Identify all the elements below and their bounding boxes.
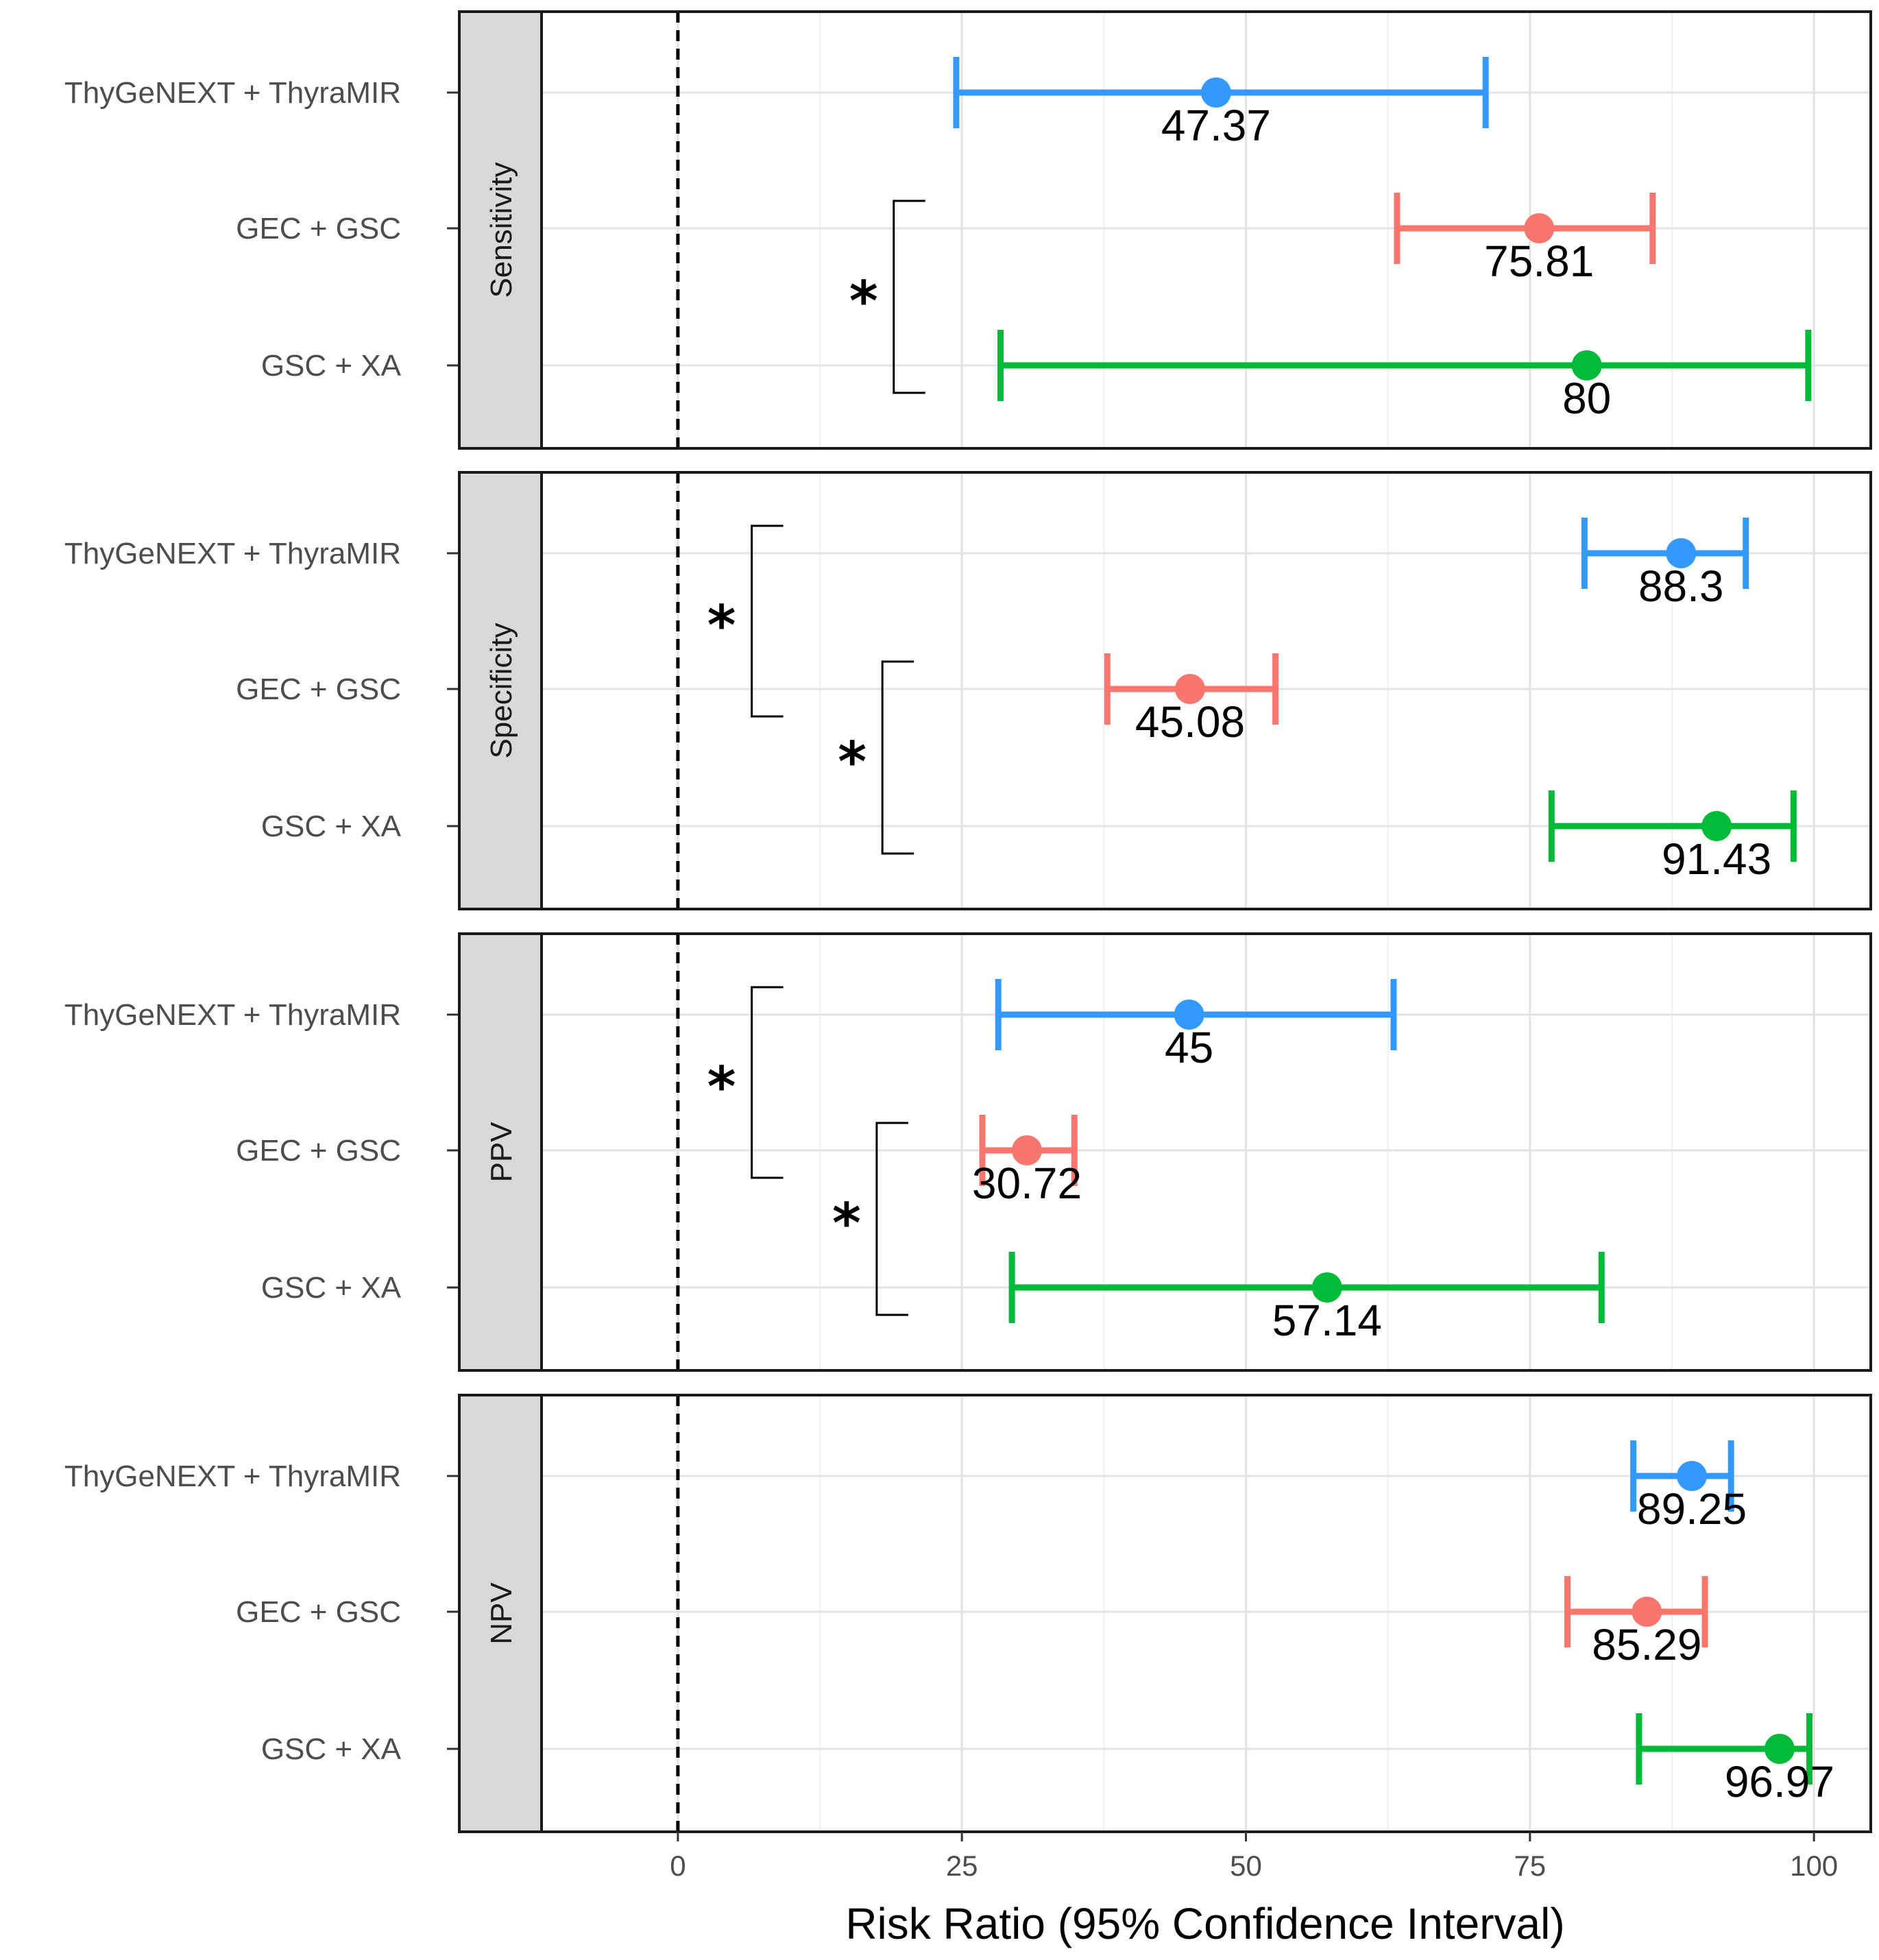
panel-npv: NPV ThyGeNEXT + ThyraMIR 89.25 GEC + GSC 85.… [64,1394,1872,1833]
point-estimate [1632,1597,1662,1627]
significance-marker: * [849,269,878,333]
x-tick-label: 0 [670,1850,686,1882]
point-estimate [1676,1461,1707,1491]
value-label: 47.37 [1161,101,1271,150]
significance-marker: * [838,730,866,794]
category-label: GSC + XA [261,1271,402,1305]
point-estimate [1666,538,1697,568]
category-label: GEC + GSC [236,1595,401,1629]
point-estimate [1764,1734,1795,1764]
value-label: 30.72 [972,1159,1082,1208]
category-label: GEC + GSC [236,673,401,706]
value-label: 91.43 [1662,834,1771,884]
panel-background [459,934,1871,1370]
facet-strip [459,12,542,448]
category-label: GEC + GSC [236,1134,401,1167]
facet-strip [459,934,542,1370]
significance-bracket [751,524,784,718]
value-label: 57.14 [1272,1296,1382,1345]
point-estimate [1174,1000,1204,1030]
value-label: 45.08 [1135,697,1245,747]
point-estimate [1701,811,1732,841]
value-label: 45 [1165,1023,1213,1072]
significance-bracket [875,1122,908,1316]
value-label: 88.3 [1638,561,1724,611]
value-label: 80 [1562,374,1611,423]
category-label: GSC + XA [261,810,402,843]
panel-sensitivity: Sensitivity ThyGeNEXT + ThyraMIR 47.37 GEC … [64,10,1872,450]
facet-strip [459,1395,542,1832]
x-tick-label: 25 [946,1850,978,1882]
value-label: 85.29 [1592,1620,1701,1669]
point-estimate [1174,674,1205,704]
facet-label-ppv: PPV [485,1122,518,1183]
category-label: ThyGeNEXT + ThyraMIR [64,537,401,570]
x-axis: 0 25 50 75 100 [670,1832,1838,1882]
point-estimate [1011,1135,1042,1165]
point-estimate [1311,1272,1342,1303]
category-label: ThyGeNEXT + ThyraMIR [64,1460,401,1493]
category-label: ThyGeNEXT + ThyraMIR [64,998,401,1032]
point-estimate [1571,350,1602,380]
x-axis-title: Risk Ratio (95% Confidence Interval) [845,1899,1564,1948]
panel-border [458,10,1872,450]
panel-border [458,1394,1872,1833]
panel-background [459,12,1871,448]
panels: Sensitivity ThyGeNEXT + ThyraMIR 47.37 GEC … [64,10,1872,1833]
significance-bracket [893,199,925,394]
significance-marker: * [707,1055,736,1119]
significance-bracket [881,660,914,855]
panel-border [458,471,1872,910]
category-label: GSC + XA [261,1732,402,1766]
significance-marker: * [832,1191,861,1255]
x-tick-label: 50 [1230,1850,1262,1882]
category-label: GEC + GSC [236,212,401,245]
category-label: GSC + XA [261,349,402,383]
x-tick-label: 75 [1514,1850,1546,1882]
facet-label-sensitivity: Sensitivity [485,162,518,298]
facet-label-specificity: Specificity [485,622,518,758]
facet-strip [459,472,542,909]
facet-label-npv: NPV [485,1582,518,1645]
panel-border [458,932,1872,1372]
value-label: 96.97 [1725,1757,1834,1806]
panel-ppv: PPV ThyGeNEXT + ThyraMIR 45 GEC + GSC 30.72 G… [64,932,1872,1372]
x-tick-label: 100 [1790,1850,1838,1882]
value-label: 75.81 [1484,237,1594,286]
point-estimate [1200,77,1231,108]
value-label: 89.25 [1637,1484,1747,1534]
category-label: ThyGeNEXT + ThyraMIR [64,76,401,110]
significance-bracket [751,986,784,1179]
significance-marker: * [707,594,736,657]
point-estimate [1524,213,1555,243]
panel-specificity: Specificity ThyGeNEXT + ThyraMIR 88.3 GEC +… [64,471,1872,910]
